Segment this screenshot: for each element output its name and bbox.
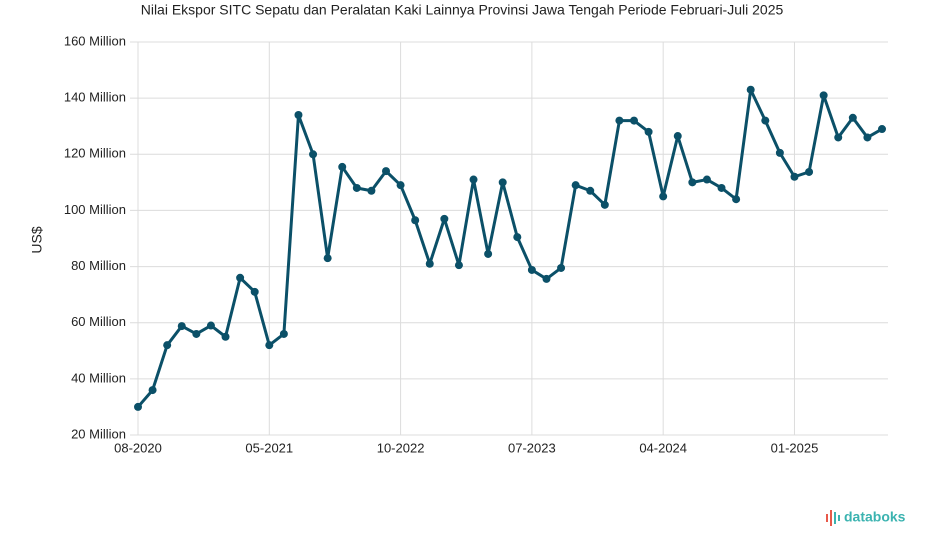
point (630, 116, 638, 125)
point (294, 110, 303, 119)
point (557, 263, 566, 272)
point (615, 116, 624, 125)
logo-bar (826, 514, 828, 522)
y-tick-label: 80 Million (71, 258, 126, 273)
point (513, 233, 522, 242)
point (440, 214, 449, 223)
chart-title: Nilai Ekspor SITC Sepatu dan Peralatan K… (141, 2, 784, 18)
point (454, 261, 463, 270)
point (644, 127, 653, 136)
point (863, 133, 872, 142)
y-tick-label: 100 Million (64, 202, 126, 217)
y-tick-label: 20 Million (71, 426, 126, 441)
logo (826, 510, 840, 526)
point (192, 329, 201, 338)
point (309, 150, 318, 159)
point (425, 259, 434, 268)
x-tick-label: 08-2020 (114, 440, 162, 455)
point (469, 175, 478, 184)
point (600, 200, 609, 209)
point (352, 183, 361, 192)
point (527, 265, 536, 274)
point (732, 195, 741, 204)
point (279, 329, 288, 338)
logo-bar (838, 515, 840, 521)
point (571, 181, 580, 190)
y-tick-label: 40 Million (71, 370, 126, 385)
point (688, 178, 697, 187)
x-tick-label: 05-2021 (245, 440, 293, 455)
line (136, 88, 883, 408)
point (586, 186, 595, 195)
x-tick-label: 10-2022 (377, 440, 425, 455)
point (659, 192, 668, 201)
point (338, 162, 347, 171)
point (177, 322, 186, 331)
point (746, 85, 755, 94)
point (834, 133, 843, 142)
point (805, 167, 814, 176)
point (848, 113, 857, 122)
point (717, 183, 726, 192)
y-tick-label: 140 Million (64, 90, 126, 105)
point (221, 332, 230, 341)
point (819, 91, 828, 100)
y-axis-label: US$ (29, 226, 45, 253)
point (265, 341, 274, 350)
point (396, 181, 405, 190)
point (367, 186, 376, 195)
point (673, 132, 682, 141)
point (236, 273, 245, 282)
point (878, 125, 886, 134)
point (702, 175, 711, 184)
point (542, 274, 551, 283)
point (134, 402, 142, 411)
point (411, 216, 420, 225)
point (163, 341, 172, 350)
x-tick-label: 07-2023 (508, 440, 556, 455)
point (148, 386, 157, 395)
logo-bar (834, 512, 836, 524)
point (382, 167, 390, 176)
point (790, 172, 799, 181)
y-tick-label: 120 Million (64, 146, 126, 161)
point (498, 178, 507, 187)
x-tick-label: 04-2024 (639, 440, 687, 455)
point (484, 249, 493, 258)
x-tick-label: 01-2025 (771, 440, 819, 455)
point (250, 287, 259, 296)
point (206, 321, 215, 330)
y-tick-label: 60 Million (71, 314, 126, 329)
y-tick-label: 160 Million (64, 33, 126, 48)
brand: databoks (844, 509, 906, 525)
logo-bar (830, 510, 832, 526)
point (775, 148, 784, 157)
point (323, 254, 332, 263)
point (761, 116, 770, 125)
